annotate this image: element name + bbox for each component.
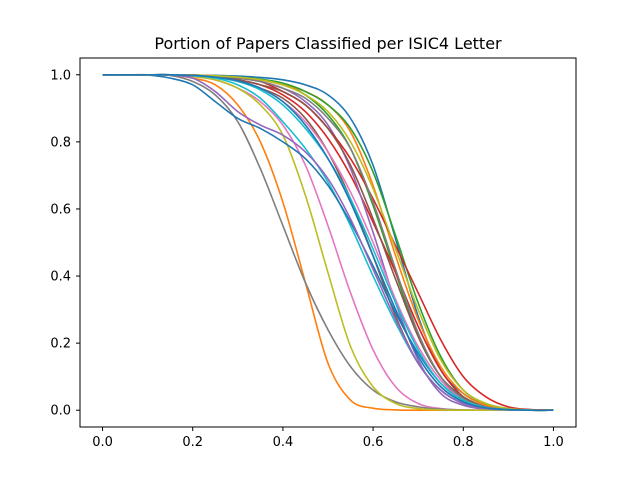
plot-frame — [79, 57, 577, 428]
y-axis: 0.0 0.2 0.4 0.6 0.8 1.0 — [50, 68, 80, 419]
x-tick-label: 1.0 — [543, 435, 564, 450]
x-tick-label: 0.6 — [363, 435, 384, 450]
y-tick-label: 1.0 — [50, 68, 71, 83]
x-tick-label: 0.8 — [453, 435, 474, 450]
series-line-21 — [102, 73, 554, 412]
series-layer — [102, 73, 554, 412]
y-tick-label: 0.0 — [50, 404, 71, 419]
x-tick-label: 0.0 — [92, 435, 113, 450]
x-tick-label: 0.2 — [182, 435, 203, 450]
y-tick-label: 0.4 — [50, 270, 71, 285]
chart-title: Portion of Papers Classified per ISIC4 L… — [154, 34, 502, 53]
y-tick-label: 0.6 — [50, 202, 71, 217]
y-tick-label: 0.8 — [50, 135, 71, 150]
x-tick-label: 0.4 — [273, 435, 294, 450]
series-line-5 — [102, 73, 554, 412]
x-axis: 0.0 0.2 0.4 0.6 0.8 1.0 — [92, 427, 564, 450]
y-tick-label: 0.2 — [50, 337, 71, 352]
